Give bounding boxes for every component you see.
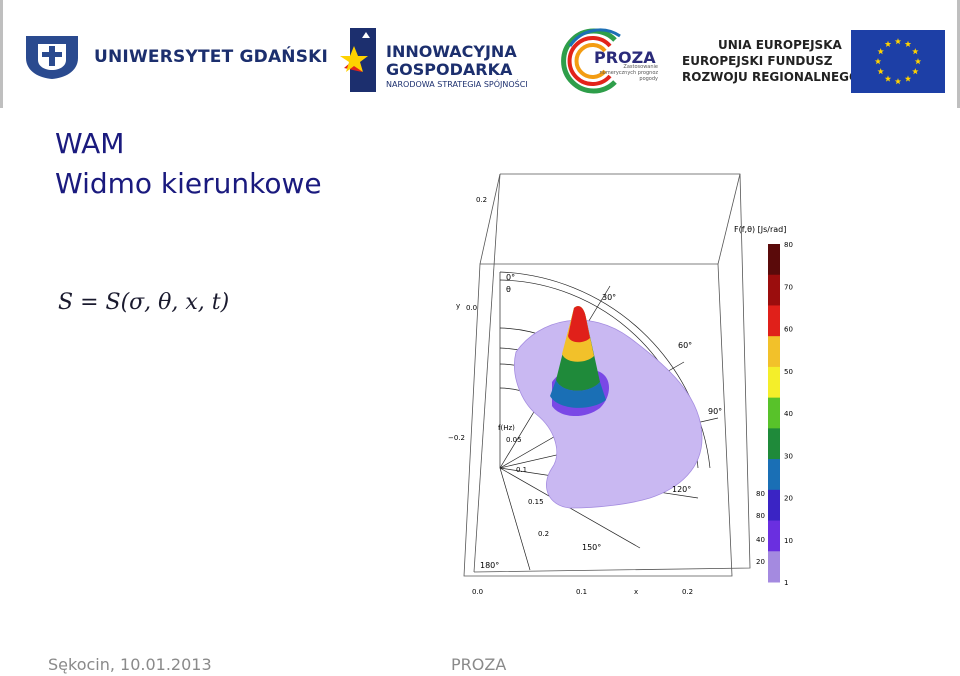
colorbar: 80 70 60 50 40 30 20 10 1 xyxy=(768,241,793,587)
slide-title: WAM xyxy=(55,127,125,160)
colorbar-tick-label: 20 xyxy=(784,495,793,503)
directional-spectrum-figure: 0° θ 30° 60° 90° 120° 150° 180° f(Hz) 0.… xyxy=(448,173,793,596)
eu-star-icon xyxy=(894,38,902,45)
y-tick-1: 0.0 xyxy=(466,304,477,312)
innowacyjna-gospodarka-logo-icon xyxy=(340,28,376,92)
ug-logo-icon xyxy=(26,36,78,79)
freq-label-02: 0.2 xyxy=(538,530,549,538)
eu-star-icon xyxy=(884,40,892,47)
colorbar-tick-label: 50 xyxy=(784,368,793,376)
colorbar-tick-label: 1 xyxy=(784,579,788,587)
x-tick-0: 0.0 xyxy=(472,588,483,596)
banner-right-edge xyxy=(957,0,960,108)
x-tick-2: 0.2 xyxy=(682,588,693,596)
z-tick-0: 80 xyxy=(756,490,765,498)
colorbar-tick-label: 60 xyxy=(784,326,793,334)
banner-left-edge xyxy=(0,0,3,108)
peak-band-red xyxy=(568,306,590,343)
colorbar-tick-label: 10 xyxy=(784,537,793,545)
colorbar-tick-label: 30 xyxy=(784,452,793,460)
peak-band-blue xyxy=(550,380,606,408)
angle-label-theta: θ xyxy=(506,285,511,294)
colorbar-tick-label: 40 xyxy=(784,410,793,418)
eu-star-icon xyxy=(874,58,882,65)
colorbar-segment xyxy=(768,489,780,522)
ig-line1: INNOWACYJNA xyxy=(386,42,517,61)
colorbar-segment xyxy=(768,397,780,429)
proza-name: PROZA xyxy=(594,48,656,67)
footer-project: PROZA xyxy=(451,655,507,674)
z-tick-3: 20 xyxy=(756,558,765,566)
freq-label-01: 0.1 xyxy=(516,466,527,474)
z-tick-1: 80 xyxy=(756,512,765,520)
proza-tagline: Zastosowanie numerycznych prognoz pogody xyxy=(599,64,658,82)
angle-label-120: 120° xyxy=(672,485,691,494)
proza-logo-icon xyxy=(561,28,621,94)
angle-label-30: 30° xyxy=(602,293,616,302)
eu-star-icon xyxy=(912,68,919,75)
x-axis-label: x xyxy=(634,588,638,596)
freq-axis-label: f(Hz) xyxy=(498,424,515,432)
colorbar-segment xyxy=(768,459,780,491)
colorbar-segment xyxy=(768,551,780,583)
angle-label-150: 150° xyxy=(582,543,601,552)
colorbar-title: F(f,θ) [Js/rad] xyxy=(734,225,786,234)
z-tick-2: 40 xyxy=(756,536,765,544)
colorbar-segment xyxy=(768,520,780,552)
ue-line1: UNIA EUROPEJSKA xyxy=(718,38,842,52)
freq-label-015: 0.15 xyxy=(528,498,544,506)
y-tick-0: 0.2 xyxy=(476,196,487,204)
y-axis-label: y xyxy=(456,302,460,310)
eu-star-icon xyxy=(904,40,912,47)
angle-label-90: 90° xyxy=(708,407,722,416)
eu-star-icon xyxy=(904,75,912,82)
angle-label-180: 180° xyxy=(480,561,499,570)
ig-line2: GOSPODARKA xyxy=(386,60,513,79)
colorbar-segment xyxy=(768,274,780,306)
ue-line3: ROZWOJU REGIONALNEGO xyxy=(682,70,860,84)
ug-name: UNIWERSYTET GDAŃSKI xyxy=(94,47,329,67)
x-tick-1: 0.1 xyxy=(576,588,587,596)
angle-label-60: 60° xyxy=(678,341,692,350)
colorbar-segment xyxy=(768,244,780,276)
eu-star-icon xyxy=(877,68,884,75)
logo-banner: UNIWERSYTET GDAŃSKI INNOWACYJNA GOSPODAR… xyxy=(0,0,960,108)
ig-line3: NARODOWA STRATEGIA SPÓJNOŚCI xyxy=(386,80,528,89)
eu-star-icon xyxy=(912,48,919,55)
eu-star-icon xyxy=(877,48,884,55)
colorbar-tick-label: 80 xyxy=(784,241,793,249)
eu-star-icon xyxy=(914,58,922,65)
eu-flag-icon xyxy=(851,30,945,93)
spectrum-formula: S = S(σ, θ, x, t) xyxy=(58,290,230,315)
colorbar-tick-label: 70 xyxy=(784,283,793,291)
colorbar-segment xyxy=(768,336,780,368)
slide-subtitle: Widmo kierunkowe xyxy=(55,167,322,200)
eu-star-icon xyxy=(884,75,892,82)
freq-label-005: 0.05 xyxy=(506,436,522,444)
spectrum-surface xyxy=(514,319,703,509)
y-tick-2: −0.2 xyxy=(448,434,465,442)
eu-star-icon xyxy=(894,78,902,85)
colorbar-segment xyxy=(768,428,780,460)
colorbar-segment xyxy=(768,305,780,337)
plot-box xyxy=(463,173,751,577)
footer-date: Sękocin, 10.01.2013 xyxy=(48,655,212,674)
ue-line2: EUROPEJSKI FUNDUSZ xyxy=(682,54,833,68)
angle-label-0: 0° xyxy=(506,273,515,282)
colorbar-segment xyxy=(768,366,780,399)
